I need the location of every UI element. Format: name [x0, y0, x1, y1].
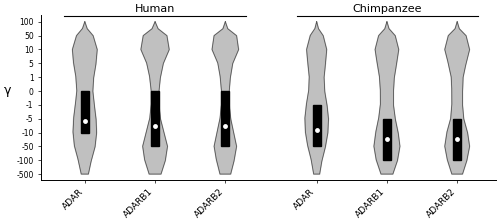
Bar: [222, 91, 229, 146]
Polygon shape: [374, 22, 400, 174]
Polygon shape: [141, 22, 169, 174]
Bar: [151, 91, 159, 146]
Polygon shape: [212, 22, 238, 174]
Text: Human: Human: [135, 4, 175, 14]
Bar: [81, 91, 88, 133]
Polygon shape: [445, 22, 469, 174]
Bar: [313, 105, 320, 146]
Bar: [454, 119, 461, 160]
Polygon shape: [305, 22, 328, 174]
Polygon shape: [72, 22, 97, 174]
Y-axis label: γ: γ: [4, 84, 12, 97]
Text: Chimpanzee: Chimpanzee: [352, 4, 422, 14]
Bar: [383, 119, 391, 160]
